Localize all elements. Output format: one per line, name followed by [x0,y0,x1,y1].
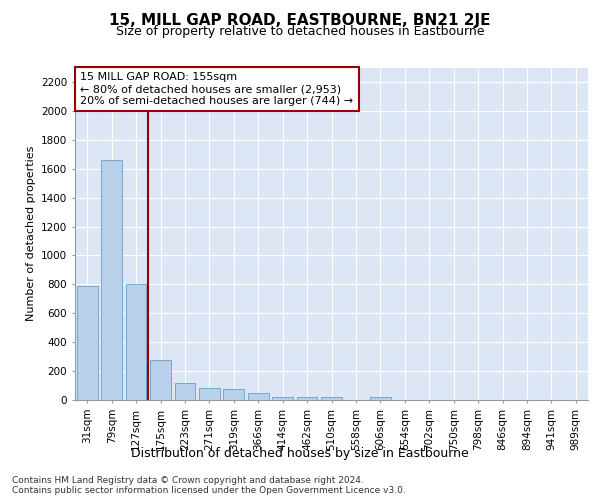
Bar [248,393,269,400]
Bar [175,382,196,400]
Text: 15, MILL GAP ROAD, EASTBOURNE, BN21 2JE: 15, MILL GAP ROAD, EASTBOURNE, BN21 2JE [109,12,491,28]
Bar [125,284,146,400]
Text: Size of property relative to detached houses in Eastbourne: Size of property relative to detached ho… [116,25,484,38]
Bar [150,360,171,400]
Bar [199,388,220,400]
Bar [272,397,293,400]
Bar [223,388,244,400]
Bar [370,397,391,400]
Y-axis label: Number of detached properties: Number of detached properties [26,146,35,322]
Text: Contains HM Land Registry data © Crown copyright and database right 2024.
Contai: Contains HM Land Registry data © Crown c… [12,476,406,496]
Text: 15 MILL GAP ROAD: 155sqm
← 80% of detached houses are smaller (2,953)
20% of sem: 15 MILL GAP ROAD: 155sqm ← 80% of detach… [80,72,353,106]
Bar [77,286,98,400]
Bar [321,397,342,400]
Bar [101,160,122,400]
Bar [296,397,317,400]
Text: Distribution of detached houses by size in Eastbourne: Distribution of detached houses by size … [131,448,469,460]
